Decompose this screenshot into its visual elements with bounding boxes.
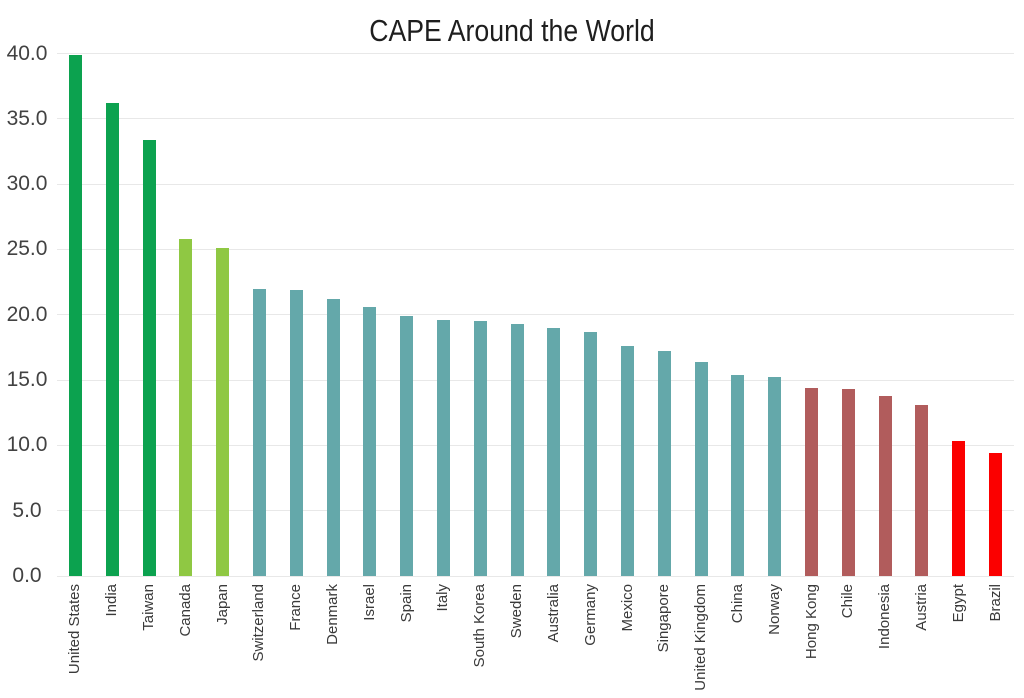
x-label-spain: Spain	[397, 584, 415, 623]
x-label-singapore: Singapore	[655, 584, 673, 653]
x-label-egypt: Egypt	[949, 584, 967, 623]
x-label-canada: Canada	[176, 584, 194, 637]
gridline-30.0	[57, 183, 1014, 185]
x-label-wrap-china: China	[720, 584, 757, 698]
x-label-israel: Israel	[360, 584, 378, 621]
bar-taiwan	[142, 140, 156, 576]
bar-canada	[179, 239, 193, 576]
y-tick-label-0.0: 0.0	[12, 564, 42, 587]
x-label-hong-kong: Hong Kong	[802, 584, 820, 660]
x-label-wrap-israel: Israel	[351, 584, 388, 698]
x-label-wrap-australia: Australia	[536, 584, 573, 698]
bar-mexico	[621, 346, 635, 576]
x-label-wrap-united-states: United States	[57, 584, 94, 698]
x-label-wrap-norway: Norway	[756, 584, 793, 698]
x-label-wrap-singapore: Singapore	[646, 584, 683, 698]
gridline-35.0	[57, 118, 1014, 120]
y-tick-label-30.0: 30.0	[6, 172, 48, 196]
x-label-germany: Germany	[581, 584, 599, 646]
x-label-wrap-france: France	[278, 584, 315, 698]
x-label-australia: Australia	[544, 584, 562, 643]
bar-sweden	[510, 324, 524, 576]
y-tick-label-10.0: 10.0	[6, 433, 48, 457]
bar-united-states	[68, 55, 82, 576]
gridline-15.0	[57, 379, 1014, 381]
bar-brazil	[989, 453, 1003, 576]
x-label-wrap-taiwan: Taiwan	[131, 584, 168, 698]
x-label-wrap-denmark: Denmark	[315, 584, 352, 698]
bar-chile	[841, 389, 855, 576]
bar-france	[289, 290, 303, 576]
x-label-wrap-switzerland: Switzerland	[241, 584, 278, 698]
x-label-austria: Austria	[912, 584, 930, 631]
x-label-wrap-brazil: Brazil	[977, 584, 1014, 698]
x-label-wrap-egypt: Egypt	[940, 584, 977, 698]
y-tick-label-40.0: 40.0	[6, 41, 48, 65]
x-label-china: China	[728, 584, 746, 624]
gridline-0.0	[57, 575, 1014, 577]
x-label-wrap-hong-kong: Hong Kong	[793, 584, 830, 698]
x-label-wrap-united-kingdom: United Kingdom	[683, 584, 720, 698]
y-tick-label-15.0: 15.0	[6, 368, 48, 392]
bar-germany	[584, 332, 598, 576]
bar-china	[731, 375, 745, 576]
x-label-japan: Japan	[213, 584, 231, 625]
x-label-wrap-italy: Italy	[425, 584, 462, 698]
x-label-france: France	[287, 584, 305, 631]
bar-norway	[768, 377, 782, 576]
y-tick-label-5.0: 5.0	[12, 498, 42, 522]
x-label-denmark: Denmark	[324, 584, 342, 645]
x-label-wrap-india: India	[94, 584, 131, 698]
x-label-wrap-chile: Chile	[830, 584, 867, 698]
x-label-wrap-canada: Canada	[167, 584, 204, 698]
x-label-wrap-japan: Japan	[204, 584, 241, 698]
x-label-wrap-mexico: Mexico	[609, 584, 646, 698]
x-label-wrap-south-korea: South Korea	[462, 584, 499, 698]
x-label-switzerland: Switzerland	[250, 584, 268, 662]
bar-denmark	[326, 299, 340, 576]
bar-united-kingdom	[694, 362, 708, 576]
y-tick-label-35.0: 35.0	[6, 106, 48, 130]
bar-switzerland	[252, 289, 266, 576]
x-label-south-korea: South Korea	[471, 584, 489, 668]
x-label-taiwan: Taiwan	[140, 584, 157, 631]
bar-spain	[400, 316, 414, 576]
x-label-norway: Norway	[765, 584, 783, 635]
gridline-25.0	[57, 248, 1014, 250]
gridline-5.0	[57, 510, 1014, 512]
bar-italy	[436, 320, 450, 576]
x-label-mexico: Mexico	[618, 584, 636, 632]
bar-hong-kong	[805, 388, 819, 576]
x-label-united-kingdom: United Kingdom	[692, 584, 710, 691]
bar-japan	[216, 248, 230, 576]
bar-australia	[547, 328, 561, 576]
gridline-20.0	[57, 314, 1014, 316]
x-label-chile: Chile	[839, 584, 857, 619]
x-label-italy: Italy	[434, 584, 452, 612]
y-tick-label-25.0: 25.0	[6, 237, 48, 261]
bar-indonesia	[878, 396, 892, 576]
x-label-wrap-indonesia: Indonesia	[867, 584, 904, 698]
gridline-40.0	[57, 53, 1014, 54]
x-label-wrap-spain: Spain	[388, 584, 425, 698]
chart-title: CAPE Around the World	[369, 13, 655, 48]
x-label-wrap-germany: Germany	[572, 584, 609, 698]
bar-india	[105, 103, 119, 576]
x-label-india: India	[103, 584, 121, 617]
x-label-sweden: Sweden	[508, 584, 526, 639]
bar-egypt	[952, 441, 966, 576]
x-label-wrap-austria: Austria	[904, 584, 941, 698]
bar-singapore	[657, 351, 671, 576]
bar-south-korea	[473, 321, 487, 576]
bar-israel	[363, 307, 377, 576]
x-label-indonesia: Indonesia	[876, 584, 894, 650]
bar-austria	[915, 405, 929, 576]
x-label-wrap-sweden: Sweden	[499, 584, 536, 698]
gridline-10.0	[57, 444, 1014, 446]
x-label-united-states: United States	[66, 584, 84, 675]
y-tick-label-20.0: 20.0	[6, 302, 48, 326]
x-label-brazil: Brazil	[986, 584, 1004, 622]
